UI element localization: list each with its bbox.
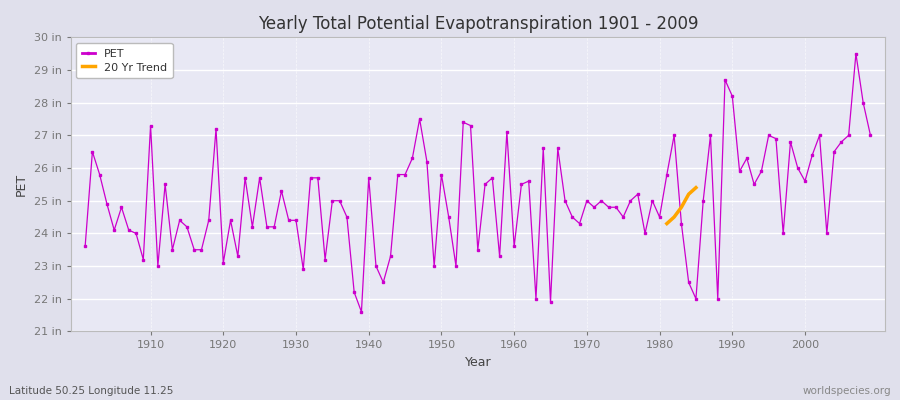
PET [80,244,91,249]
PET [603,205,614,210]
Line: 20 Yr Trend: 20 Yr Trend [667,188,696,224]
20 Yr Trend [690,185,701,190]
PET [138,257,148,262]
Title: Yearly Total Potential Evapotranspiration 1901 - 2009: Yearly Total Potential Evapotranspiratio… [257,15,698,33]
20 Yr Trend [662,221,672,226]
PET [298,267,309,272]
Y-axis label: PET: PET [15,173,28,196]
Line: PET: PET [84,53,871,313]
Text: worldspecies.org: worldspecies.org [803,386,891,396]
PET [865,133,876,138]
X-axis label: Year: Year [464,356,491,369]
20 Yr Trend [683,192,694,196]
Text: Latitude 50.25 Longitude 11.25: Latitude 50.25 Longitude 11.25 [9,386,174,396]
PET [850,51,861,56]
20 Yr Trend [669,215,680,220]
PET [356,310,367,314]
20 Yr Trend [676,205,687,210]
Legend: PET, 20 Yr Trend: PET, 20 Yr Trend [76,43,173,78]
PET [341,215,352,220]
PET [516,182,526,187]
PET [508,244,519,249]
